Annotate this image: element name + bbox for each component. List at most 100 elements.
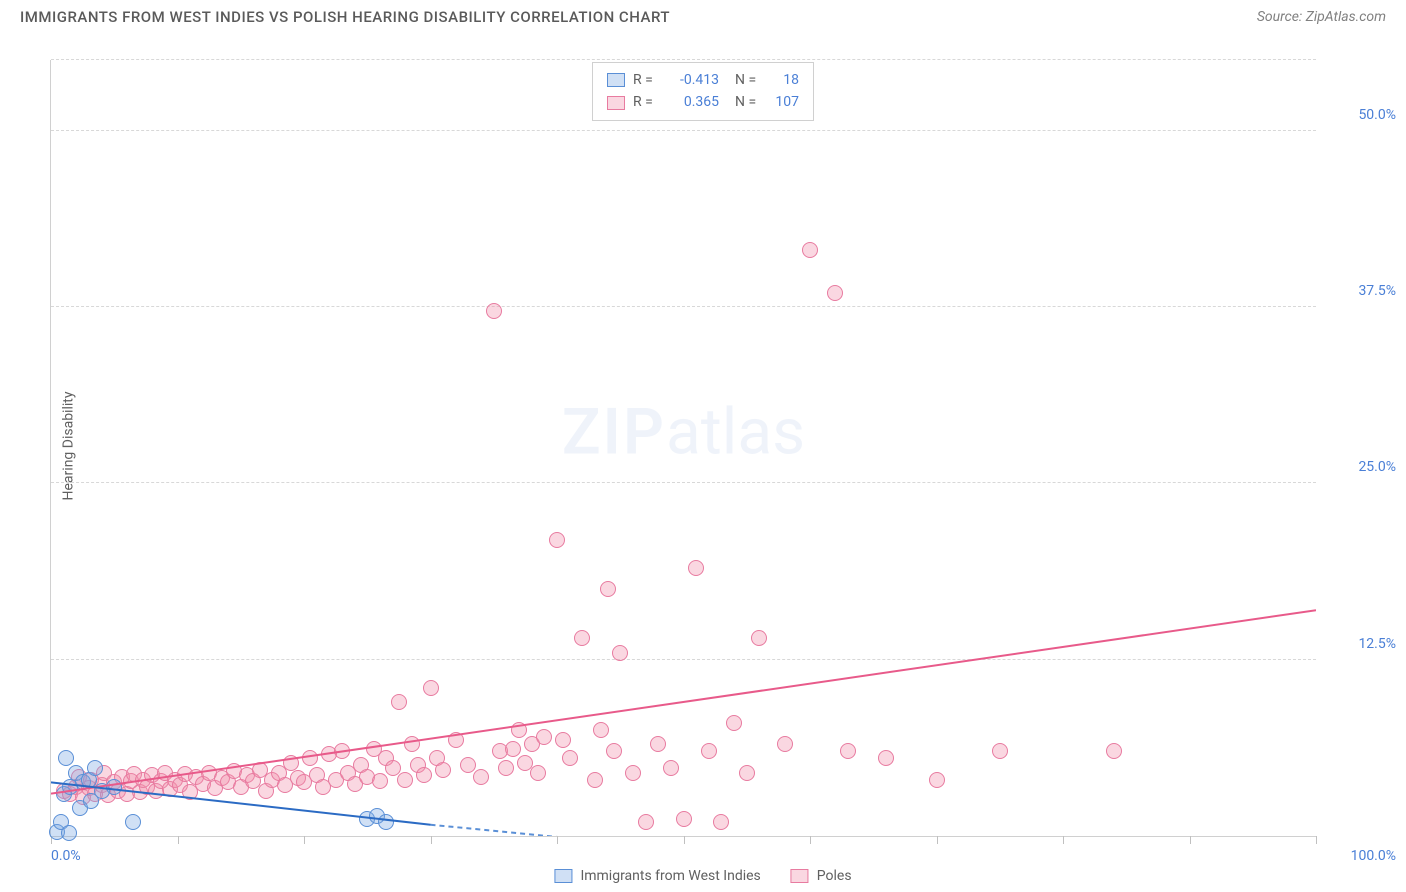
scatter-point-pink [650,736,666,752]
chart-source: Source: ZipAtlas.com [1257,9,1386,25]
x-tick [684,836,685,844]
scatter-point-pink [574,630,590,646]
scatter-point-pink [562,750,578,766]
scatter-point-pink [701,743,717,759]
scatter-point-pink [751,630,767,646]
y-tick-label: 25.0% [1326,459,1396,475]
scatter-point-pink [929,772,945,788]
x-tick-label: 100.0% [1326,848,1396,864]
scatter-point-blue [58,750,74,766]
y-tick-label: 37.5% [1326,283,1396,299]
legend-n-label: N = [735,91,761,113]
scatter-point-pink [486,303,502,319]
scatter-point-pink [549,532,565,548]
scatter-point-pink [448,732,464,748]
legend-n-label: N = [735,69,761,91]
legend-row-blue: R = -0.413 N = 18 [607,69,799,91]
scatter-point-pink [840,743,856,759]
legend-swatch-blue [607,73,625,87]
scatter-point-pink [726,715,742,731]
scatter-point-pink [739,765,755,781]
scatter-point-pink [302,750,318,766]
scatter-point-pink [606,743,622,759]
legend-swatch-blue-icon [554,869,572,883]
trend-line [431,825,621,836]
scatter-point-pink [593,722,609,738]
watermark: ZIPatlas [562,395,805,470]
legend-item-pink: Poles [791,868,852,884]
scatter-point-blue [125,814,141,830]
legend-row-pink: R = 0.365 N = 107 [607,91,799,113]
legend-swatch-pink-icon [791,869,809,883]
scatter-point-pink [530,765,546,781]
x-tick [1190,836,1191,844]
legend-item-blue: Immigrants from West Indies [554,868,760,884]
x-tick [937,836,938,844]
scatter-point-pink [600,581,616,597]
legend-label-pink: Poles [817,868,852,884]
legend-r-blue: -0.413 [667,69,719,91]
scatter-point-pink [498,760,514,776]
scatter-point-pink [827,285,843,301]
legend-r-label: R = [633,91,659,113]
legend-swatch-pink [607,96,625,110]
scatter-point-pink [283,755,299,771]
scatter-point-pink [391,694,407,710]
watermark-atlas: atlas [666,395,805,470]
scatter-point-pink [625,765,641,781]
scatter-point-pink [372,773,388,789]
x-tick [810,836,811,844]
scatter-point-blue [378,814,394,830]
legend-r-pink: 0.365 [667,91,719,113]
series-legend: Immigrants from West Indies Poles [554,868,851,884]
x-tick-label: 0.0% [51,848,81,864]
x-tick [557,836,558,844]
scatter-point-pink [713,814,729,830]
scatter-point-pink [505,741,521,757]
scatter-point-pink [878,750,894,766]
scatter-point-pink [663,760,679,776]
correlation-legend: R = -0.413 N = 18 R = 0.365 N = 107 [592,62,814,121]
gridline [51,59,1316,60]
x-tick [431,836,432,844]
scatter-point-pink [992,743,1008,759]
scatter-point-pink [397,772,413,788]
scatter-point-blue [61,825,77,841]
trend-lines-layer [51,60,1316,836]
scatter-point-pink [587,772,603,788]
scatter-point-pink [404,736,420,752]
legend-r-label: R = [633,69,659,91]
gridline [51,482,1316,483]
chart-title: IMMIGRANTS FROM WEST INDIES VS POLISH HE… [20,8,670,26]
gridline [51,659,1316,660]
scatter-point-pink [423,680,439,696]
scatter-point-pink [676,811,692,827]
y-tick-label: 50.0% [1326,107,1396,123]
scatter-point-pink [612,645,628,661]
legend-n-blue: 18 [769,69,799,91]
chart-plot-area: ZIPatlas 12.5%25.0%37.5%50.0%0.0%100.0% [50,60,1316,837]
gridline [51,130,1316,131]
scatter-point-pink [435,762,451,778]
scatter-point-pink [334,743,350,759]
legend-n-pink: 107 [769,91,799,113]
scatter-point-pink [536,729,552,745]
chart-header: IMMIGRANTS FROM WEST INDIES VS POLISH HE… [0,0,1406,30]
scatter-point-pink [511,722,527,738]
scatter-point-pink [688,560,704,576]
watermark-zip: ZIP [562,395,666,470]
scatter-point-blue [87,760,103,776]
scatter-point-pink [1106,743,1122,759]
scatter-point-pink [555,732,571,748]
y-tick-label: 12.5% [1326,636,1396,652]
scatter-point-pink [777,736,793,752]
x-tick [1316,836,1317,844]
gridline [51,306,1316,307]
legend-label-blue: Immigrants from West Indies [580,868,760,884]
scatter-point-pink [416,767,432,783]
scatter-point-pink [802,242,818,258]
scatter-point-pink [638,814,654,830]
x-tick [304,836,305,844]
scatter-point-blue [106,779,122,795]
x-tick [178,836,179,844]
